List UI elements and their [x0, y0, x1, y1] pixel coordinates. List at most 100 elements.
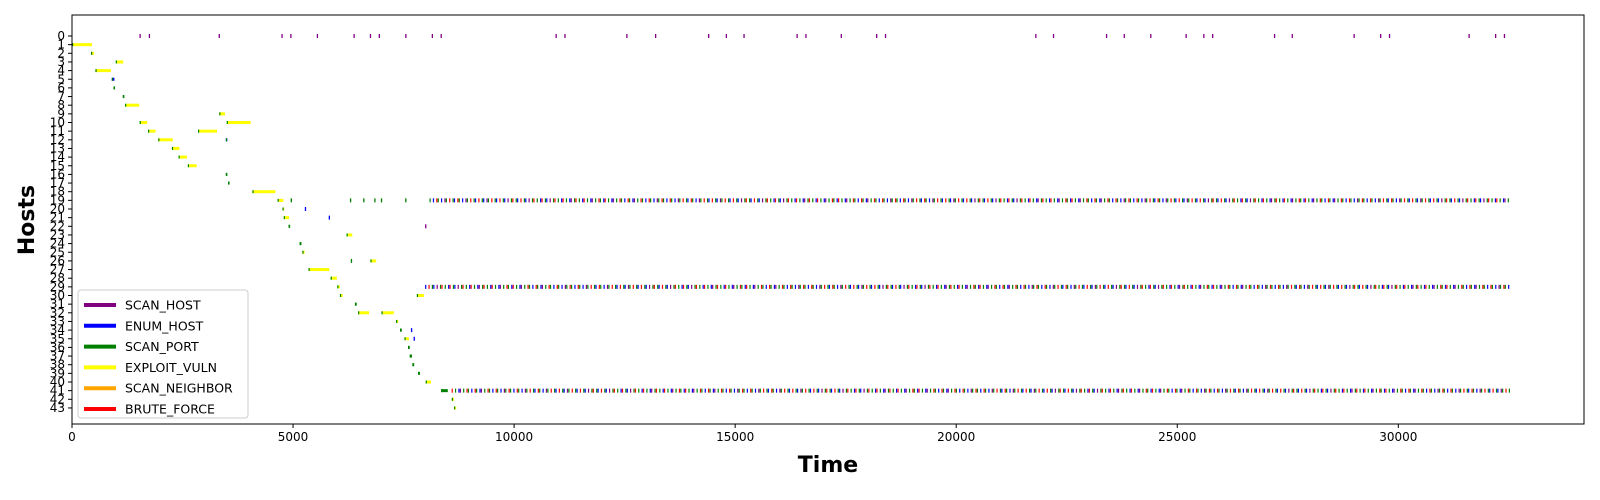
dense-tick-1-252 — [1094, 284, 1096, 289]
dense-tick-1-392 — [1465, 284, 1468, 289]
dense-tick-0-125 — [761, 198, 764, 203]
dense-tick-2-120 — [771, 388, 773, 393]
dense-tick-0-402 — [1496, 198, 1498, 203]
event-bar-30 — [330, 276, 337, 280]
dense-tick-2-98 — [712, 388, 715, 393]
dense-tick-0-387 — [1457, 198, 1459, 203]
dense-tick-2-319 — [1297, 388, 1299, 393]
dense-tick-2-51 — [587, 388, 590, 393]
dense-tick-2-234 — [1072, 388, 1074, 393]
event-start-mark-1 — [91, 51, 93, 55]
dense-tick-1-380 — [1433, 284, 1435, 289]
dense-tick-1-152 — [828, 284, 831, 289]
dense-tick-2-285 — [1208, 388, 1211, 393]
dense-tick-1-347 — [1345, 284, 1348, 289]
dense-tick-0-392 — [1470, 198, 1472, 203]
dense-tick-1-75 — [624, 284, 626, 289]
dense-tick-1-60 — [585, 284, 588, 289]
dense-tick-2-358 — [1401, 388, 1403, 393]
dense-tick-1-178 — [898, 284, 900, 289]
dense-tick-2-132 — [801, 388, 803, 393]
dense-tick-2-88 — [685, 388, 687, 393]
dense-tick-1-296 — [1211, 284, 1213, 289]
dense-tick-1-222 — [1015, 284, 1017, 289]
dense-tick-0-292 — [1204, 198, 1206, 203]
dense-tick-0-129 — [773, 198, 775, 203]
dense-tick-0-347 — [1350, 198, 1352, 203]
dense-tick-0-330 — [1304, 198, 1307, 203]
dense-tick-0-100 — [695, 198, 697, 203]
dense-tick-1-359 — [1378, 284, 1380, 289]
dense-tick-2-311 — [1276, 388, 1278, 393]
dense-tick-0-23 — [491, 198, 493, 203]
dense-tick-1-213 — [990, 284, 993, 289]
dense-tick-1-118 — [739, 284, 742, 289]
dense-tick-1-158 — [845, 284, 847, 289]
event-start-mark-11 — [148, 129, 150, 133]
dense-tick-2-291 — [1225, 388, 1227, 393]
dense-tick-1-250 — [1090, 284, 1092, 289]
dense-tick-1-211 — [986, 284, 988, 289]
dense-tick-1-51 — [561, 284, 563, 289]
dense-tick-0-264 — [1129, 198, 1131, 203]
dense-tick-1-301 — [1224, 284, 1226, 289]
event-tick-7-1 — [349, 198, 352, 203]
dense-tick-1-177 — [895, 284, 897, 289]
dense-tick-1-214 — [994, 284, 996, 289]
y-tick-label-0: 0 — [57, 29, 65, 43]
event-bar-20 — [252, 190, 276, 194]
dense-tick-2-165 — [889, 388, 891, 393]
dense-tick-2-44 — [568, 388, 570, 393]
dense-tick-0-227 — [1032, 198, 1034, 203]
dense-tick-0-366 — [1400, 198, 1402, 203]
dense-tick-1-62 — [590, 284, 592, 289]
dense-tick-2-112 — [750, 388, 752, 393]
dense-tick-1-154 — [833, 284, 835, 289]
dense-tick-2-286 — [1210, 388, 1212, 393]
dense-tick-2-263 — [1150, 388, 1152, 393]
dense-tick-1-398 — [1482, 284, 1484, 289]
dense-tick-1-201 — [958, 284, 960, 289]
dense-tick-0-313 — [1261, 198, 1263, 203]
dense-tick-2-219 — [1033, 388, 1035, 393]
dense-tick-1-281 — [1170, 284, 1173, 289]
dense-tick-1-294 — [1206, 284, 1208, 289]
dense-tick-2-117 — [763, 388, 765, 393]
dense-tick-1-342 — [1332, 284, 1335, 289]
dense-tick-1-186 — [919, 284, 921, 289]
dense-tick-1-225 — [1023, 284, 1025, 289]
dense-tick-1-256 — [1104, 284, 1106, 289]
dense-tick-1-393 — [1469, 284, 1471, 289]
dense-tick-0-122 — [753, 198, 756, 203]
dense-tick-0-188 — [928, 198, 931, 203]
dense-tick-2-367 — [1426, 388, 1428, 393]
dense-tick-0-213 — [995, 198, 997, 203]
dense-tick-0-354 — [1369, 198, 1372, 203]
dense-tick-2-37 — [550, 388, 552, 393]
dense-tick-2-368 — [1429, 388, 1431, 393]
dense-tick-2-300 — [1247, 388, 1249, 393]
dense-tick-0-303 — [1233, 198, 1235, 203]
dense-tick-0-58 — [583, 198, 585, 203]
dense-tick-0-299 — [1224, 198, 1226, 203]
dense-tick-1-205 — [969, 284, 972, 289]
dense-tick-1-324 — [1286, 284, 1288, 289]
event-tick-0-22 — [876, 34, 878, 38]
dense-tick-0-358 — [1379, 198, 1381, 203]
dense-tick-1-367 — [1399, 284, 1401, 289]
dense-tick-0-325 — [1291, 198, 1294, 203]
dense-tick-2-211 — [1012, 388, 1014, 393]
dense-tick-1-341 — [1329, 284, 1331, 289]
dense-tick-1-27 — [498, 284, 500, 289]
dense-tick-1-137 — [790, 284, 792, 289]
dense-tick-1-282 — [1174, 284, 1176, 289]
dense-tick-2-269 — [1166, 388, 1168, 393]
dense-tick-1-371 — [1410, 284, 1413, 289]
event-bar-28 — [370, 259, 377, 263]
dense-tick-1-47 — [549, 284, 552, 289]
dense-tick-1-199 — [953, 284, 955, 289]
x-axis: 0 5000 10000 15000 20000 25000 30000 — [68, 424, 1417, 444]
dense-tick-2-303 — [1255, 388, 1257, 393]
dense-tick-1-167 — [869, 284, 871, 289]
dense-tick-0-114 — [732, 198, 734, 203]
